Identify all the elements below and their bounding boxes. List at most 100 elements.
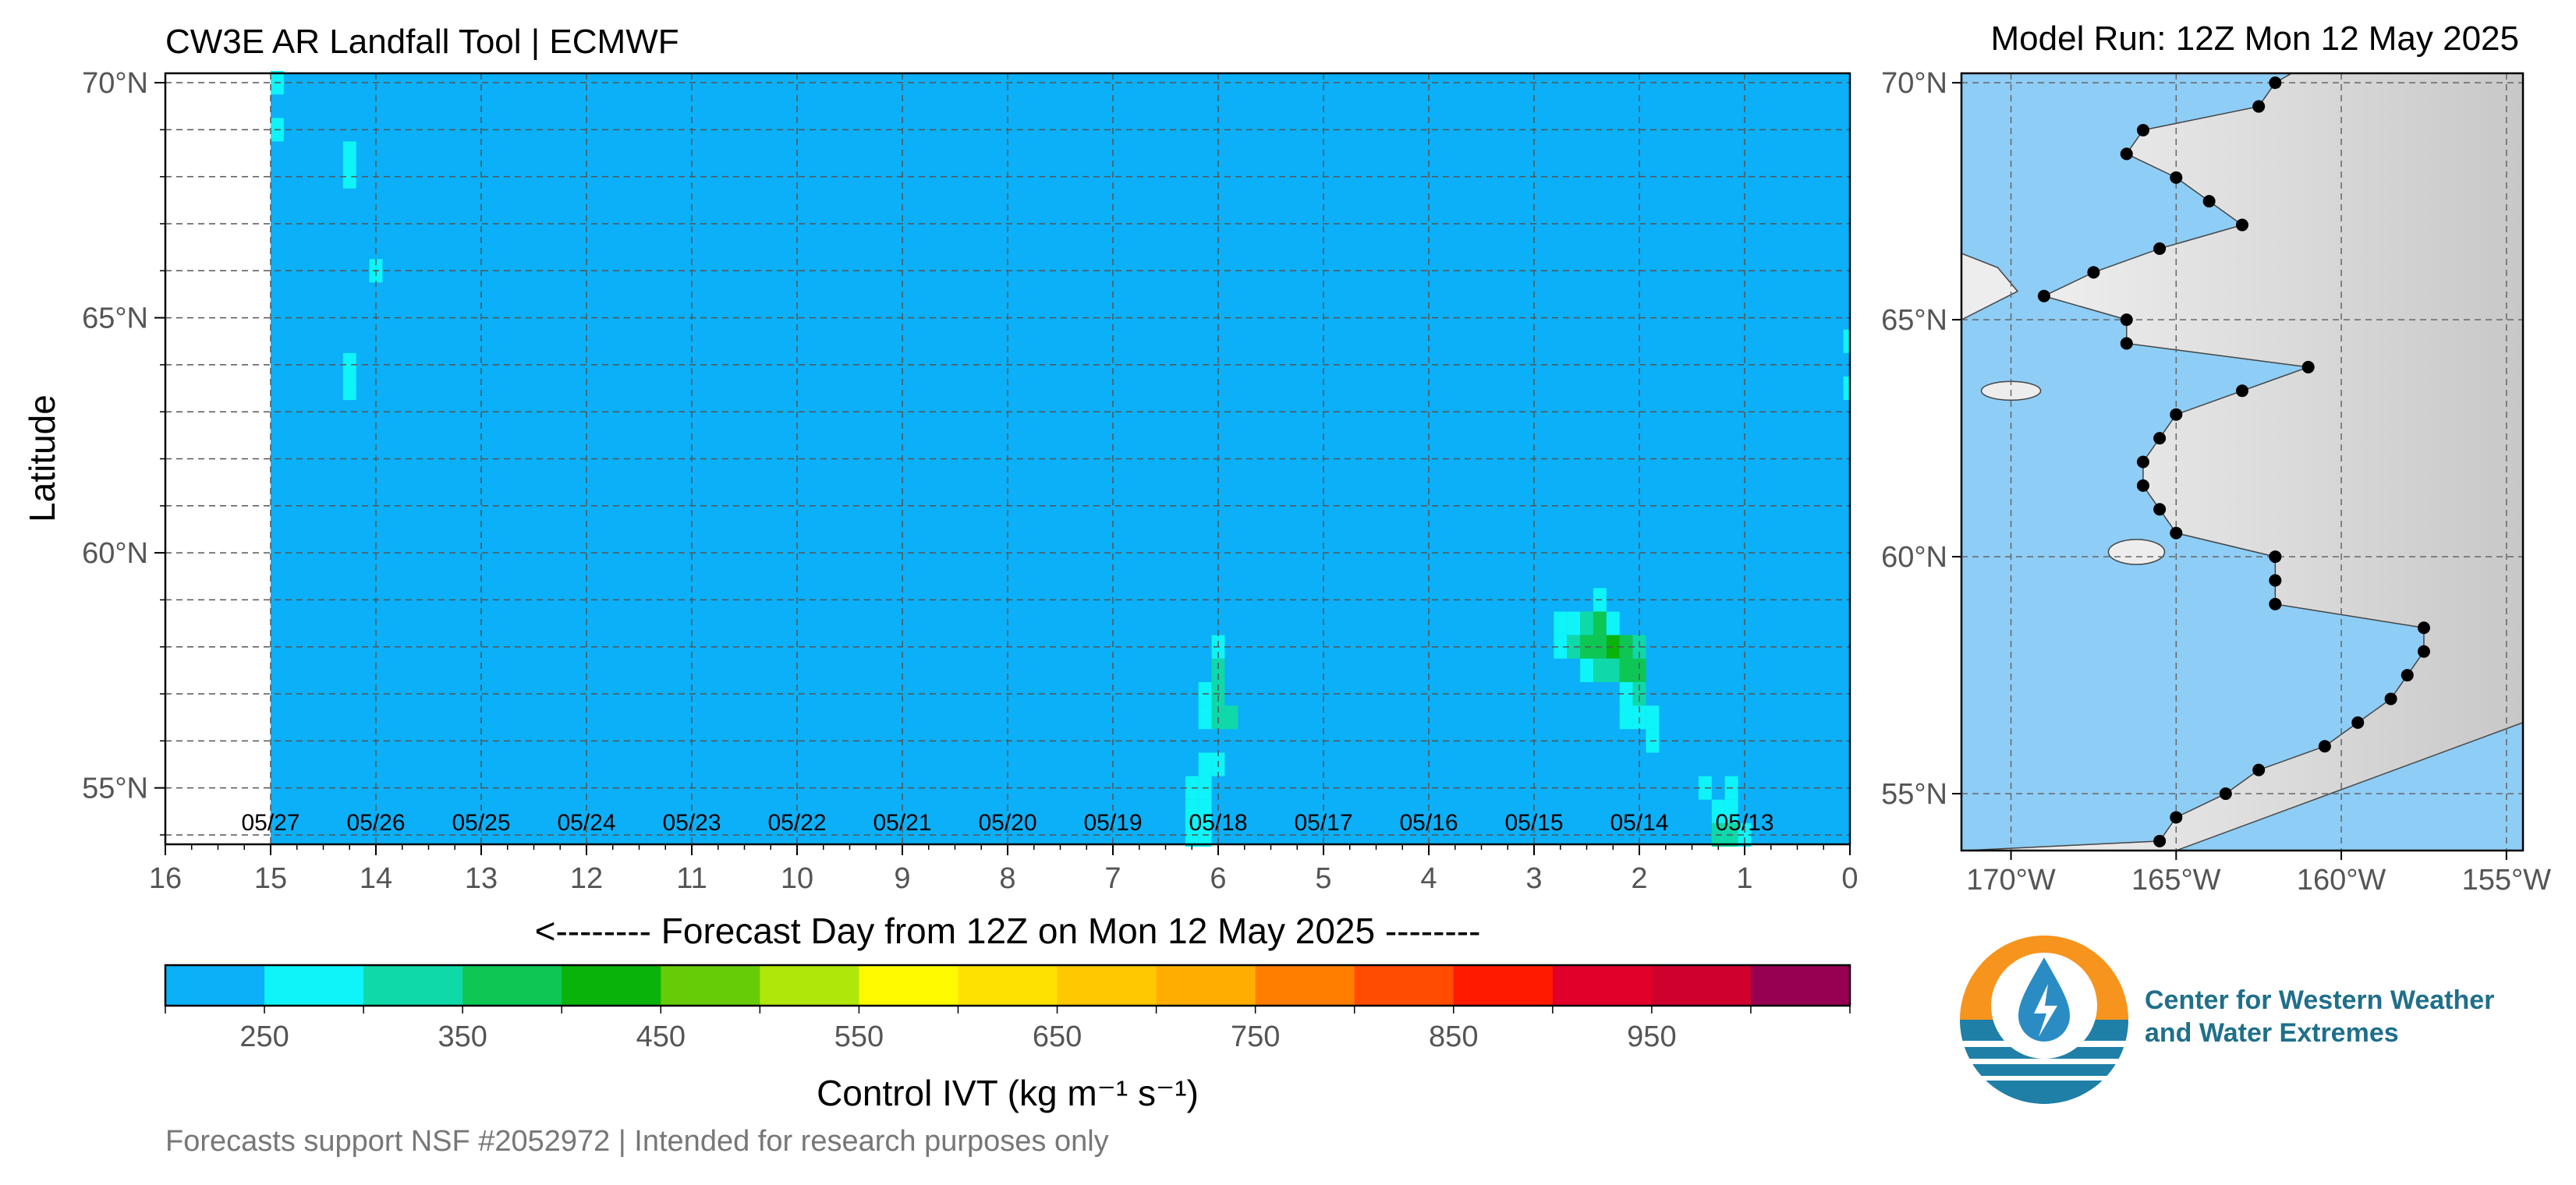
- heatmap-cell: [1580, 658, 1593, 682]
- x-tick-label: 1: [1736, 862, 1752, 895]
- lat-tick-label: 60°N: [1881, 541, 1947, 574]
- y-axis-label: Latitude: [22, 394, 62, 522]
- landfall-points: [2037, 76, 2430, 847]
- heatmap-cell: [1567, 635, 1581, 659]
- colorbar-swatch: [1156, 965, 1256, 1006]
- landfall-point: [2153, 503, 2167, 516]
- date-label: 05/17: [1294, 810, 1352, 836]
- landfall-point: [2219, 787, 2232, 801]
- x-tick-label: 3: [1525, 862, 1542, 895]
- colorbar-frame: [164, 964, 1851, 1007]
- heatmap-cell: [1554, 611, 1568, 635]
- x-tick-label: 10: [781, 862, 813, 895]
- cw3e-logo: Center for Western Weather and Water Ext…: [1958, 936, 2494, 1105]
- map-frame: [1960, 72, 2525, 852]
- heatmap-cell: [1198, 752, 1212, 776]
- heatmap-cell: [1843, 376, 1850, 401]
- x-tick-label: 8: [999, 862, 1015, 895]
- landfall-point: [2417, 621, 2430, 635]
- x-tick-label: 4: [1420, 862, 1437, 895]
- colorbar-tick-label: 550: [834, 1021, 884, 1053]
- landfall-point: [2384, 692, 2397, 706]
- date-label: 05/20: [978, 810, 1036, 836]
- landfall-point: [2269, 550, 2282, 564]
- landfall-point: [2153, 242, 2167, 255]
- landfall-point: [2269, 76, 2282, 90]
- x-tick-label: 5: [1315, 862, 1331, 895]
- date-label: 05/15: [1504, 810, 1563, 836]
- colorbar-swatch: [1552, 965, 1653, 1006]
- lon-tick-label: 155°W: [2462, 864, 2552, 897]
- date-label: 05/19: [1083, 810, 1142, 836]
- heatmap-cell: [1724, 799, 1738, 823]
- colorbar-swatch: [661, 965, 760, 1006]
- x-tick-label: 16: [149, 862, 182, 895]
- lat-tick-label: 55°N: [1881, 778, 1947, 811]
- landfall-point: [2136, 123, 2149, 136]
- latitude-ticks: 70°N 65°N 60°N 55°N: [1881, 67, 1961, 811]
- landfall-point: [2301, 360, 2315, 373]
- landfall-point: [2236, 218, 2248, 232]
- colorbar-tick-label: 650: [1033, 1021, 1082, 1053]
- x-tick-label: 2: [1631, 862, 1647, 895]
- landfall-point: [2417, 645, 2430, 658]
- landfall-point: [2401, 669, 2414, 682]
- ivt-heatmap: 05/27 05/26 05/25 05/24 05/23 05/22 05/21 05/20…: [22, 67, 1858, 951]
- heatmap-cell: [1211, 658, 1225, 682]
- date-label: 05/16: [1399, 810, 1458, 836]
- heatmap-cell: [1580, 611, 1593, 635]
- date-label: 05/18: [1189, 810, 1247, 836]
- x-tick-label: 9: [894, 862, 910, 895]
- date-label: 05/27: [241, 810, 299, 836]
- colorbar-swatch: [1651, 965, 1752, 1006]
- colorbar-swatch: [958, 965, 1058, 1006]
- x-axis-label: <-------- Forecast Day from 12Z on Mon 1…: [535, 911, 1481, 951]
- chart-title: CW3E AR Landfall Tool | ECMWF: [165, 23, 679, 61]
- ivt-colorbar: 250 350 450 550 650 750 850 950 Control IVT (kg…: [164, 964, 1851, 1113]
- footer-note: Forecasts support NSF #2052972 | Intende…: [165, 1125, 1109, 1158]
- y-axis-ticks: 70°N 65°N 60°N 55°N: [82, 67, 165, 836]
- y-tick-label: 60°N: [82, 537, 148, 570]
- colorbar-swatches: [165, 965, 1851, 1006]
- heatmap-cell: [1632, 658, 1646, 682]
- heatmap-cell: [1619, 681, 1633, 706]
- colorbar-tick-label: 950: [1627, 1021, 1676, 1053]
- colorbar-swatch: [264, 965, 364, 1006]
- landfall-point: [2269, 574, 2282, 587]
- colorbar-tick-label: 350: [438, 1021, 487, 1053]
- landfall-point: [2153, 432, 2167, 445]
- date-label: 05/13: [1715, 810, 1773, 836]
- heatmap-cell: [1593, 611, 1607, 635]
- colorbar-swatch: [165, 965, 265, 1006]
- x-tick-label: 12: [570, 862, 603, 895]
- landfall-map: 170°W 165°W 160°W 155°W 70°N 65°N 60°N 55°N: [1881, 67, 2551, 897]
- longitude-ticks: 170°W 165°W 160°W 155°W: [1966, 851, 2551, 897]
- y-tick-label: 65°N: [82, 302, 148, 335]
- landfall-point: [2120, 337, 2133, 350]
- colorbar-swatch: [760, 965, 859, 1006]
- x-tick-label: 7: [1104, 862, 1121, 895]
- x-tick-label: 15: [254, 862, 287, 895]
- logo-line-2: and Water Extremes: [2145, 1018, 2399, 1048]
- landfall-point: [2318, 740, 2331, 753]
- colorbar-swatch: [562, 965, 661, 1006]
- heatmap-cell: [1554, 635, 1568, 659]
- lon-tick-label: 165°W: [2131, 864, 2221, 897]
- colorbar-swatch: [1354, 965, 1455, 1006]
- y-tick-label: 70°N: [82, 67, 148, 100]
- landfall-point: [2136, 455, 2149, 469]
- heatmap-grid: [165, 73, 1850, 844]
- landfall-point: [2087, 266, 2100, 279]
- heatmap-cell: [1198, 706, 1212, 730]
- heatmap-cell: [1619, 635, 1633, 659]
- landfall-point: [2170, 408, 2183, 421]
- model-run-title: Model Run: 12Z Mon 12 May 2025: [1991, 19, 2520, 58]
- heatmap-cell: [1606, 635, 1620, 659]
- heatmap-cell: [1185, 799, 1199, 823]
- heatmap-cell: [1738, 822, 1752, 847]
- colorbar-swatch: [1453, 965, 1554, 1006]
- landfall-point: [2120, 147, 2133, 161]
- colorbar-swatch: [859, 965, 958, 1006]
- logo-mark-icon: [1958, 936, 2132, 1105]
